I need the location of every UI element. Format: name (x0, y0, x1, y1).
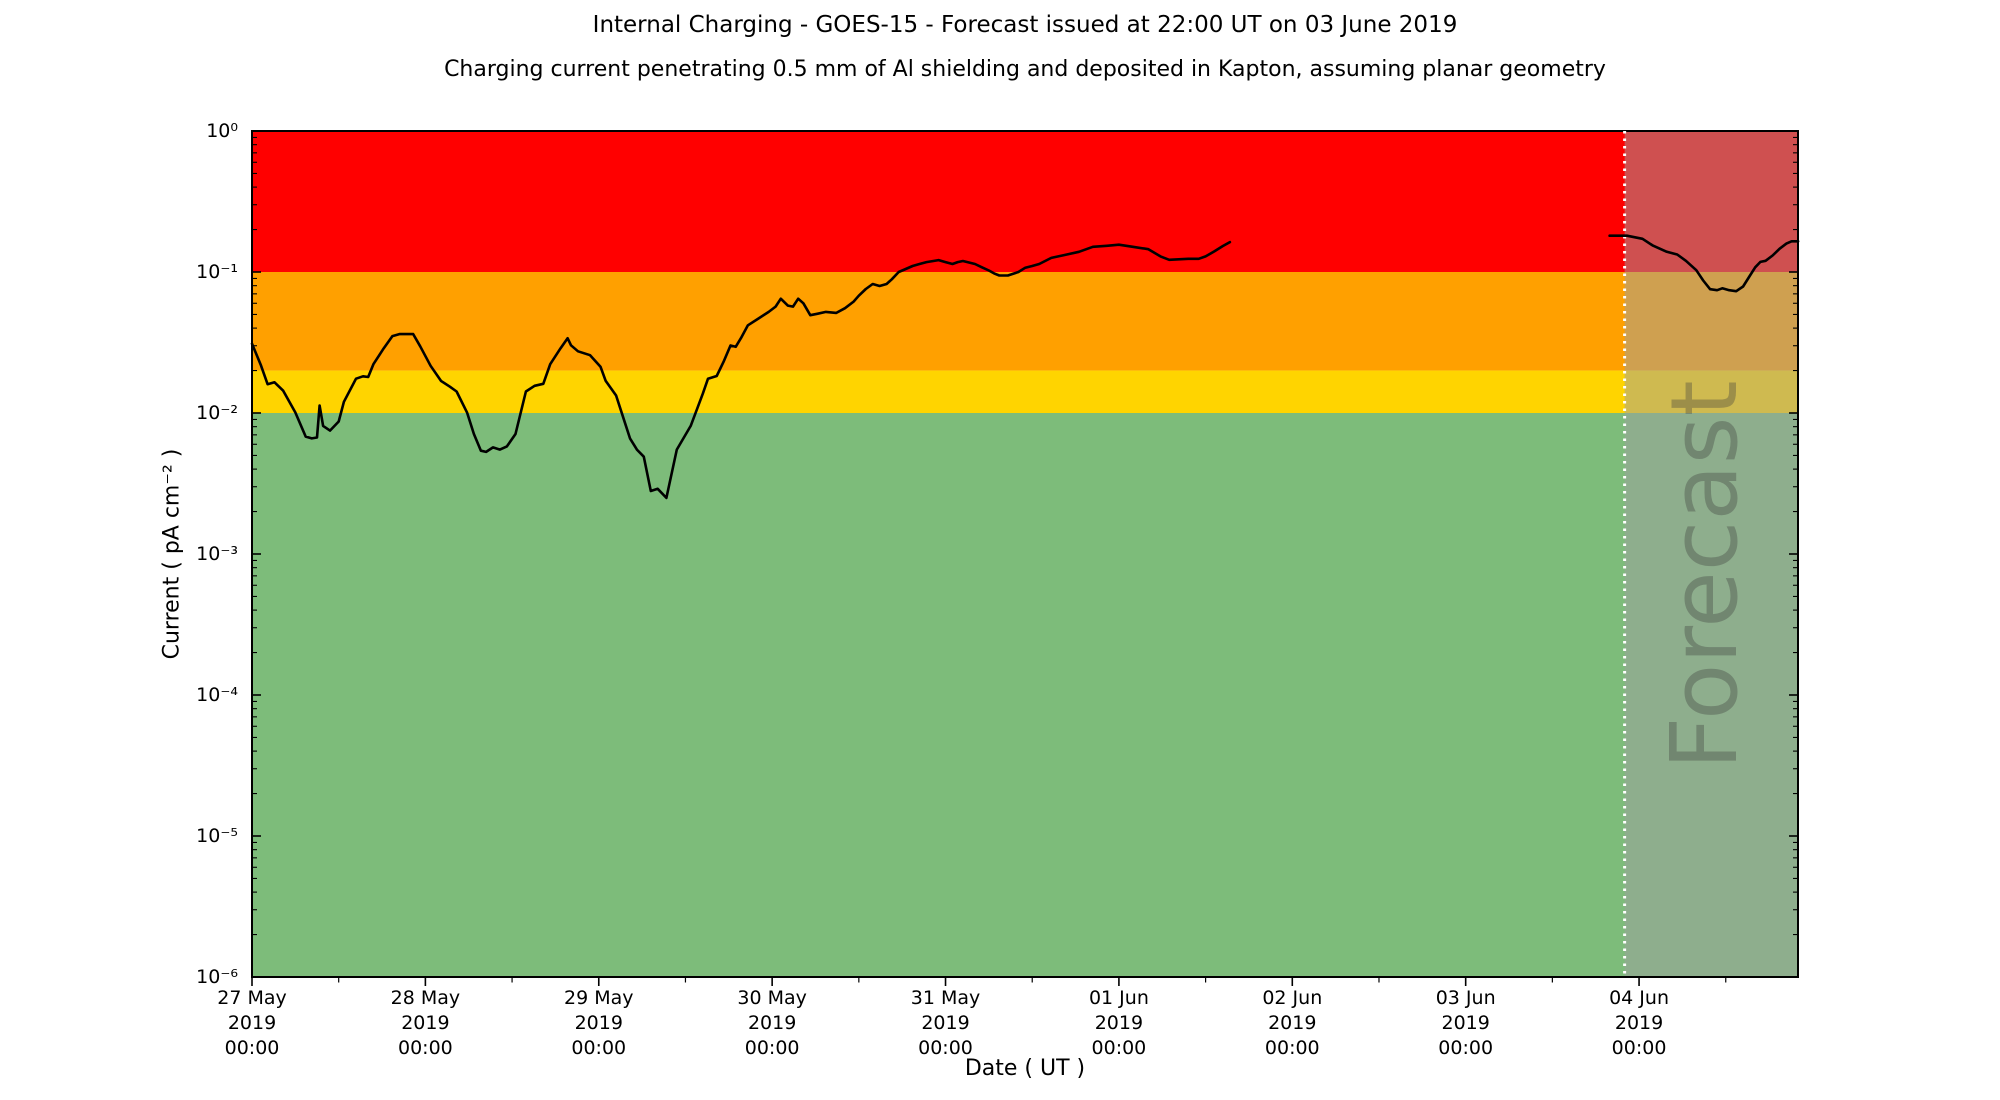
x-tick-label-line: 27 May (217, 987, 287, 1009)
x-tick-label-line: 2019 (227, 1012, 277, 1034)
x-tick-label-line: 31 May (910, 987, 981, 1009)
x-tick-label-line: 02 Jun (1262, 987, 1323, 1009)
x-tick-label-line: 2019 (1441, 1012, 1490, 1034)
x-tick-label: 30 May 2019 00:00 (737, 986, 807, 1061)
x-tick-label-line: 2019 (921, 1012, 970, 1034)
y-tick-labels: 10⁰ 10⁻¹ 10⁻² 10⁻³ 10⁻⁴ 10⁻⁵ 10⁻⁶ (0, 0, 242, 1100)
x-tick-label: 27 May 2019 00:00 (217, 986, 287, 1061)
x-tick-label-line: 00:00 (1091, 1037, 1147, 1059)
x-tick-label-line: 00:00 (1438, 1037, 1494, 1059)
band-yellow (252, 370, 1798, 413)
y-tick-label: 10⁻⁶ (196, 966, 238, 988)
x-tick-label-line: 2019 (1268, 1012, 1317, 1034)
x-tick-label-line: 29 May (564, 987, 634, 1009)
x-tick-label-line: 30 May (737, 987, 807, 1009)
x-tick-label-line: 01 Jun (1088, 987, 1149, 1009)
chart-subtitle: Charging current penetrating 0.5 mm of A… (444, 57, 1606, 82)
x-tick-label-line: 2019 (574, 1012, 623, 1034)
y-tick-label: 10⁻¹ (196, 261, 238, 283)
y-tick-label: 10⁻² (196, 402, 238, 424)
x-tick-label-line: 28 May (390, 987, 461, 1009)
x-tick-label-line: 04 Jun (1609, 987, 1669, 1009)
x-tick-label: 29 May 2019 00:00 (564, 986, 634, 1061)
x-tick-label: 28 May 2019 00:00 (391, 986, 461, 1061)
x-tick-label-line: 00:00 (397, 1037, 453, 1059)
band-orange (252, 272, 1798, 371)
band-red (252, 131, 1798, 272)
x-tick-label-line: 03 Jun (1435, 987, 1496, 1009)
x-tick-label-line: 2019 (1614, 1012, 1664, 1034)
x-tick-label: 01 Jun 2019 00:00 (1089, 986, 1149, 1061)
observed-line (250, 240, 1232, 500)
x-tick-label-line: 00:00 (224, 1037, 280, 1059)
x-tick-label-line: 2019 (747, 1012, 797, 1034)
x-tick-label-line: 00:00 (571, 1037, 627, 1059)
chart-canvas: Forecast (250, 130, 1800, 986)
x-tick-label-line: 00:00 (1264, 1037, 1320, 1059)
x-tick-label: 04 Jun 2019 00:00 (1609, 986, 1669, 1061)
forecast-overlay (1624, 131, 1798, 977)
forecast-line (1608, 234, 1800, 293)
x-tick-labels: 27 May 2019 00:00 28 May 2019 00:00 29 May 2019… (217, 986, 1798, 1076)
band-green (252, 413, 1798, 977)
x-tick-label-line: 2019 (1094, 1012, 1144, 1034)
x-tick-label: 03 Jun 2019 00:00 (1436, 986, 1496, 1061)
y-tick-label: 10⁻⁴ (196, 684, 238, 706)
y-tick-label: 10⁻⁵ (196, 825, 238, 847)
chart-title: Internal Charging - GOES-15 - Forecast i… (592, 12, 1458, 38)
x-tick-label: 02 Jun 2019 00:00 (1262, 986, 1322, 1061)
x-tick-label: 31 May 2019 00:00 (911, 986, 981, 1061)
x-tick-label-line: 00:00 (1611, 1037, 1667, 1059)
x-tick-label-line: 00:00 (918, 1037, 973, 1059)
forecast-watermark: Forecast (1651, 380, 1758, 769)
x-tick-label-line: 00:00 (744, 1037, 800, 1059)
plot-area: Forecast (250, 130, 1800, 986)
x-tick-label-line: 2019 (401, 1012, 450, 1034)
x-axis-label: Date ( UT ) (964, 1056, 1086, 1081)
y-tick-label: 10⁰ (206, 120, 238, 142)
y-tick-label: 10⁻³ (196, 543, 238, 565)
